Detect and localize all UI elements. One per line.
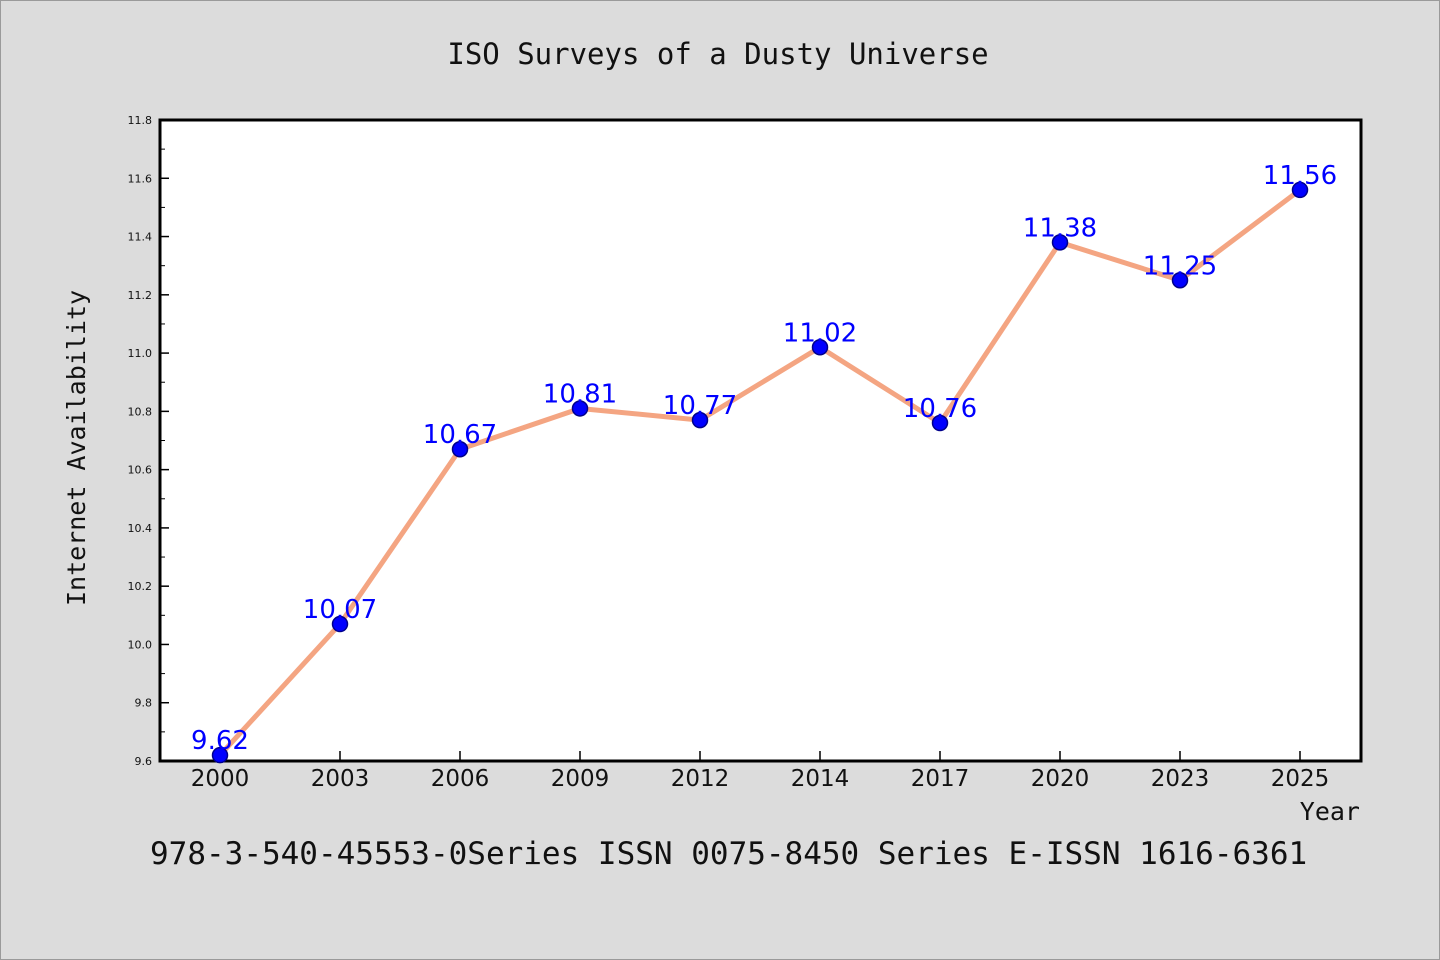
data-point <box>451 440 469 458</box>
data-label: 11.38 <box>1023 213 1097 243</box>
y-tick-label: 10.0 <box>128 638 153 651</box>
y-tick-label: 9.8 <box>135 697 153 710</box>
y-tick-label: 11.2 <box>128 289 153 302</box>
y-tick-label: 9.6 <box>135 755 153 768</box>
y-axis: 9.6 9.8 10.0 10.2 10.4 10.6 10.8 11.0 11.2 11.4 11… <box>128 114 169 768</box>
data-point <box>691 411 709 429</box>
x-tick-label: 2017 <box>911 766 970 792</box>
y-tick-label: 11.0 <box>128 347 153 360</box>
data-label: 10.77 <box>663 391 737 421</box>
data-point <box>211 746 229 764</box>
chart-title: ISO Surveys of a Dusty Universe <box>447 37 988 71</box>
data-point <box>1171 272 1189 289</box>
data-label: 11.02 <box>783 318 857 348</box>
data-label: 10.67 <box>423 420 497 450</box>
y-axis-label: Internet Availability <box>62 290 91 606</box>
data-point <box>571 400 589 417</box>
y-tick-label: 11.6 <box>128 172 153 185</box>
y-tick-label: 11.4 <box>128 231 153 244</box>
data-point <box>1291 181 1309 199</box>
data-label: 11.56 <box>1263 161 1337 191</box>
footer-isbn-issn: 978-3-540-45553-0Series ISSN 0075-8450 S… <box>150 836 1307 872</box>
data-label-group: 9.62 10.07 10.67 10.81 10.77 11.02 10.76 11.38 1… <box>191 161 1337 756</box>
x-tick-label: 2025 <box>1271 766 1330 792</box>
data-label: 11.25 <box>1143 251 1217 281</box>
x-tick-label: 2000 <box>191 766 250 792</box>
data-point <box>331 615 349 633</box>
y-tick-label: 10.8 <box>128 405 153 418</box>
data-point <box>1051 234 1069 251</box>
plot-area <box>158 118 1363 763</box>
x-axis: 2000 2003 2006 2009 2012 2014 2017 2020 2023 2025 <box>191 751 1330 792</box>
data-label: 10.76 <box>903 394 977 424</box>
y-tick-label: 10.6 <box>128 464 153 477</box>
data-label: 10.07 <box>303 595 377 625</box>
x-tick-label: 2023 <box>1151 766 1210 792</box>
x-tick-label: 2006 <box>431 766 490 792</box>
x-tick-label: 2012 <box>671 766 730 792</box>
series-group <box>211 181 1309 764</box>
series-line <box>218 187 1302 757</box>
data-point <box>811 339 829 356</box>
data-label: 10.81 <box>543 379 617 409</box>
y-tick-label: 11.8 <box>128 114 153 127</box>
x-axis-label: Year <box>1300 797 1360 826</box>
y-tick-label: 10.4 <box>128 522 153 535</box>
x-tick-label: 2014 <box>791 766 850 792</box>
data-label: 9.62 <box>191 726 249 756</box>
data-point <box>931 414 949 432</box>
x-tick-label: 2009 <box>551 766 610 792</box>
x-tick-label: 2020 <box>1031 766 1090 792</box>
y-tick-label: 10.2 <box>128 580 153 593</box>
x-tick-label: 2003 <box>311 766 370 792</box>
